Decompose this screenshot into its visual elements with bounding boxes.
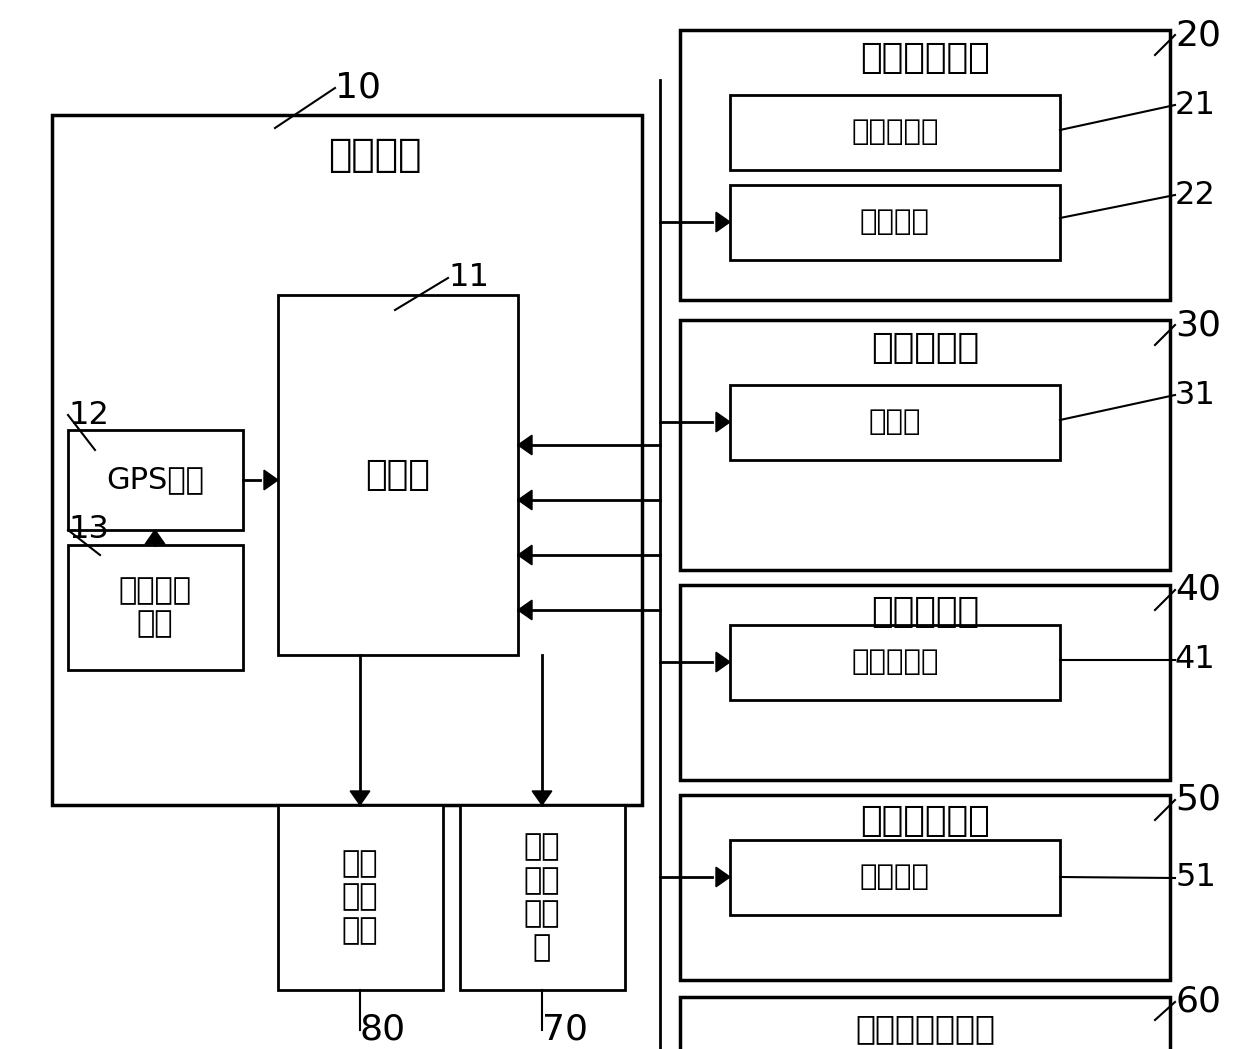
Text: 50: 50: [1176, 783, 1221, 817]
Polygon shape: [532, 791, 552, 805]
Polygon shape: [715, 652, 730, 671]
Bar: [460, 805, 625, 990]
Text: 20: 20: [1176, 18, 1221, 52]
Bar: [730, 840, 1060, 915]
Bar: [680, 997, 1171, 1049]
Bar: [730, 625, 1060, 700]
Bar: [68, 430, 243, 530]
Polygon shape: [715, 868, 730, 886]
Polygon shape: [518, 545, 532, 564]
Text: 选择
与切
换单
元: 选择 与切 换单 元: [523, 832, 560, 962]
Text: 控制单元: 控制单元: [329, 136, 422, 174]
Text: 22: 22: [1176, 179, 1216, 211]
Bar: [730, 95, 1060, 170]
Text: 21: 21: [1176, 89, 1216, 121]
Bar: [52, 115, 642, 805]
Text: 30: 30: [1176, 308, 1221, 342]
Bar: [278, 805, 443, 990]
Text: 13: 13: [68, 514, 109, 545]
Text: 光刺激单元: 光刺激单元: [870, 331, 980, 365]
Bar: [68, 545, 243, 670]
Text: GPS模块: GPS模块: [107, 466, 203, 494]
Text: 11: 11: [448, 262, 489, 294]
Polygon shape: [145, 530, 165, 544]
Text: 60: 60: [1176, 985, 1221, 1019]
Bar: [730, 185, 1060, 260]
Polygon shape: [518, 600, 532, 620]
Text: 声刺激单元: 声刺激单元: [870, 595, 980, 629]
Text: 51: 51: [1176, 862, 1216, 894]
Bar: [680, 585, 1171, 780]
Text: 振动刺激单元: 振动刺激单元: [861, 804, 990, 838]
Text: 31: 31: [1176, 380, 1216, 410]
Bar: [680, 30, 1171, 300]
Bar: [278, 295, 518, 655]
Bar: [680, 320, 1171, 570]
Text: 41: 41: [1176, 644, 1215, 676]
Text: 图像采集单元: 图像采集单元: [861, 41, 990, 74]
Text: 头部运动轨迹采
集单元: 头部运动轨迹采 集单元: [856, 1012, 994, 1049]
Text: 图像采集器: 图像采集器: [851, 117, 939, 146]
Text: 远程
控制
单元: 远程 控制 单元: [342, 849, 378, 945]
Text: 扁平马达: 扁平马达: [861, 863, 930, 891]
Text: 80: 80: [360, 1013, 407, 1047]
Text: 10: 10: [335, 71, 381, 105]
Text: 红外光源: 红外光源: [861, 208, 930, 236]
Text: 70: 70: [542, 1013, 588, 1047]
Polygon shape: [715, 412, 730, 432]
Text: 骨传导耳机: 骨传导耳机: [851, 648, 939, 676]
Text: 冷光带: 冷光带: [869, 408, 921, 436]
Polygon shape: [518, 490, 532, 510]
Text: 无线通信
组件: 无线通信 组件: [119, 576, 191, 638]
Polygon shape: [350, 791, 370, 805]
Bar: [730, 385, 1060, 461]
Bar: [680, 795, 1171, 980]
Polygon shape: [264, 470, 278, 490]
Text: 控制器: 控制器: [366, 458, 430, 492]
Polygon shape: [715, 212, 730, 232]
Text: 40: 40: [1176, 573, 1221, 607]
Polygon shape: [518, 435, 532, 455]
Text: 12: 12: [68, 400, 109, 430]
